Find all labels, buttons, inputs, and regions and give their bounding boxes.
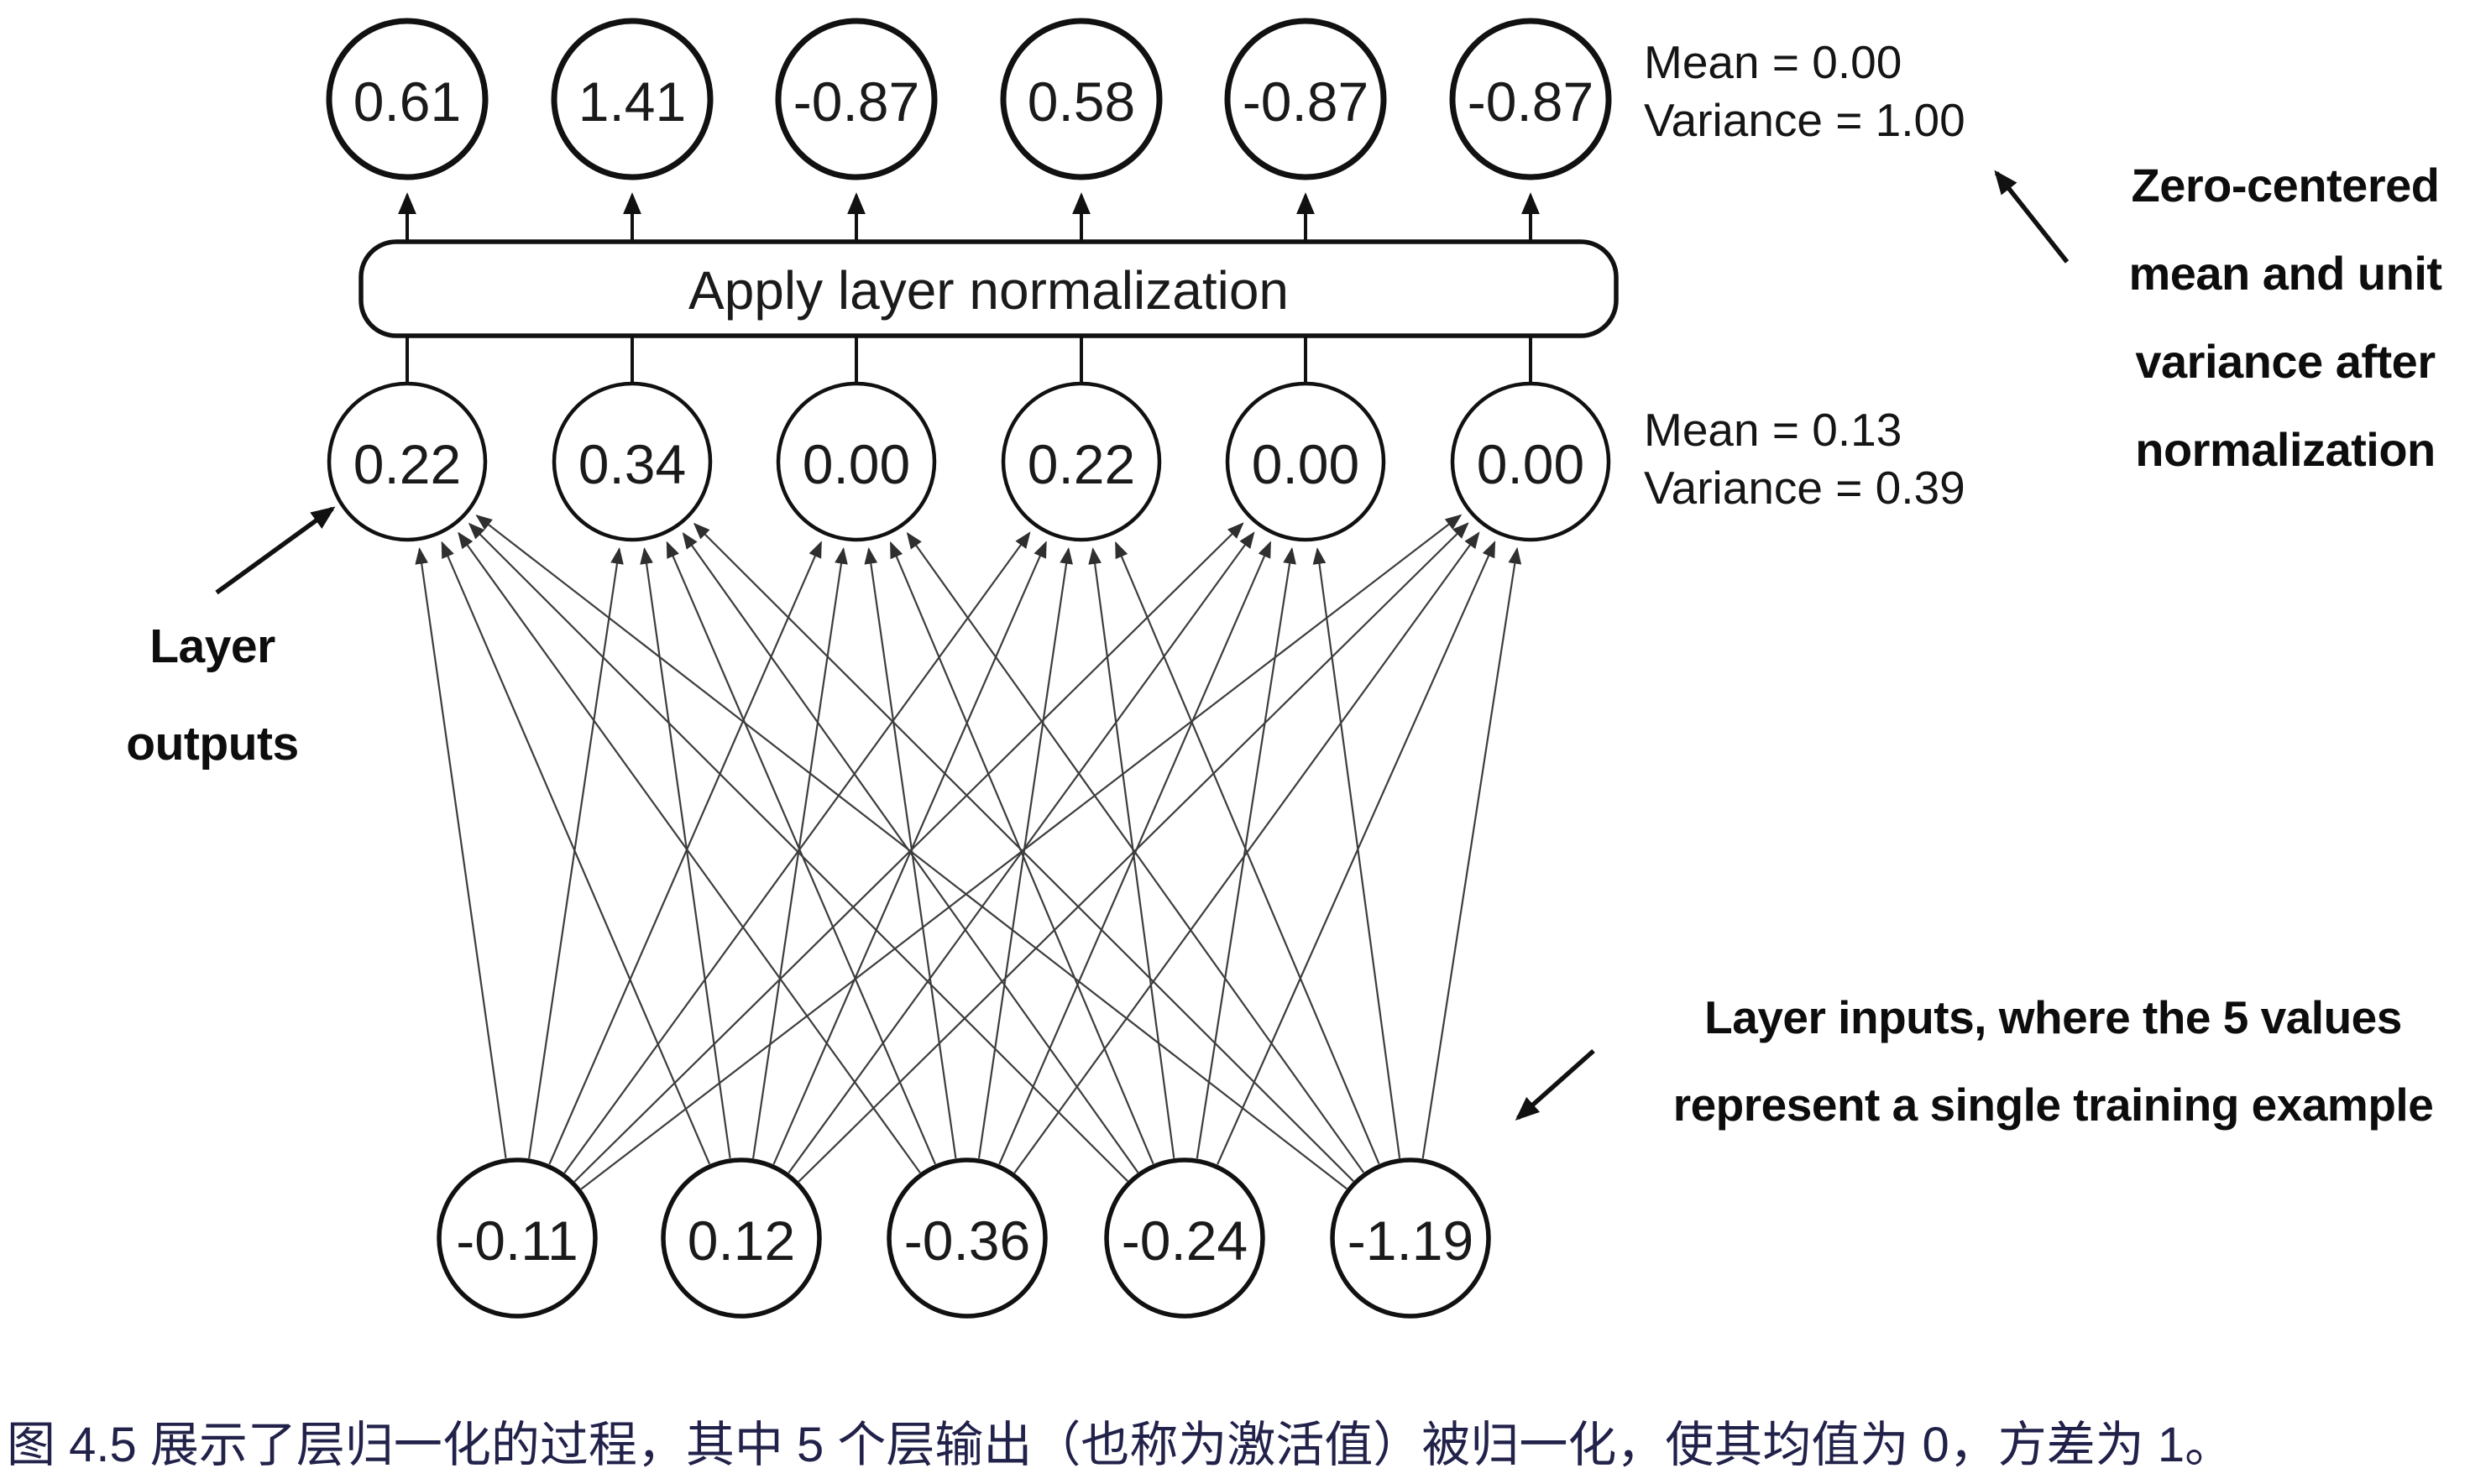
layer-input-value: 0.12	[688, 1210, 795, 1272]
layer-input-value: -0.24	[1122, 1210, 1248, 1272]
normalized-output-value: -0.87	[1243, 71, 1368, 133]
layer-output-node	[1001, 381, 1162, 542]
normalized-output-node	[1224, 18, 1387, 180]
layer-output-value: 0.00	[803, 433, 910, 495]
layer-output-value: 0.00	[1477, 433, 1584, 495]
mean-after-value: Mean = 0.00	[1644, 36, 1902, 88]
layer-input-node	[661, 1157, 822, 1319]
connection-edge	[752, 546, 848, 1159]
layer-outputs-annotation-line: outputs	[126, 717, 299, 771]
layer-input-node	[887, 1157, 1048, 1319]
layer-outputs-annotation-line: Layer	[149, 619, 275, 673]
zero-centered-annotation-line: mean and unit	[2128, 247, 2442, 300]
connection-edge	[563, 531, 1031, 1173]
layer-input-node	[1104, 1157, 1265, 1319]
normalized-output-node	[1449, 18, 1612, 180]
normalized-output-node	[775, 18, 938, 180]
normalized-output-value: 1.41	[578, 71, 686, 133]
layer-output-node	[552, 381, 713, 542]
bipartite-edges	[415, 514, 1522, 1190]
connection-edge	[528, 546, 624, 1159]
layer-input-node	[437, 1157, 598, 1319]
connection-edge	[458, 531, 921, 1173]
node-circles: 0.61 1.41 -0.87 0.58 -0.87 -0.87 0.22 0.34 0.00 0…	[326, 18, 1612, 1319]
layer-output-node	[1450, 381, 1611, 542]
connection-edge	[573, 522, 1244, 1183]
layer-input-value: -0.36	[904, 1210, 1030, 1272]
layer-output-node	[1225, 381, 1386, 542]
figure-caption: 图 4.5 展示了层归一化的过程，其中 5 个层输出（也称为激活值）被归一化，使…	[7, 1418, 2234, 1472]
connection-edge	[441, 541, 711, 1165]
layer-input-value: -1.19	[1348, 1210, 1473, 1272]
connection-edge	[1088, 547, 1175, 1158]
layer-inputs-annotation: Layer inputs, where the 5 values represen…	[1644, 974, 2462, 1148]
layer-input-node	[1330, 1157, 1491, 1319]
annotation-arrows	[215, 170, 2070, 1121]
normalized-output-value: -0.87	[1468, 71, 1593, 133]
connection-edge	[468, 522, 1128, 1182]
normalized-output-value: 0.61	[353, 71, 461, 133]
layer-outputs-arrow	[215, 506, 336, 595]
layer-input-value: -0.11	[456, 1210, 578, 1272]
layer-inputs-annotation-line: represent a single training example	[1672, 1079, 2434, 1131]
variance-after-value: Variance = 1.00	[1644, 94, 1965, 146]
zero-centered-annotation-line: variance after	[2135, 335, 2436, 388]
mean-before-value: Mean = 0.13	[1644, 404, 1902, 456]
normalization-box-label: Apply layer normalization	[688, 260, 1289, 321]
normalized-output-value: 0.58	[1028, 71, 1135, 133]
connection-edge	[1421, 546, 1522, 1159]
stats-after-normalization: Mean = 0.00 Variance = 1.00	[1644, 34, 1965, 149]
layer-output-value: 0.22	[1028, 433, 1135, 495]
connection-edge	[1114, 541, 1380, 1165]
connection-edge	[906, 531, 1365, 1173]
layer-output-node	[327, 381, 488, 542]
layer-output-node	[776, 381, 937, 542]
layer-inputs-arrow	[1515, 1048, 1595, 1121]
normalized-output-value: -0.87	[793, 71, 919, 133]
normalized-output-node	[551, 18, 714, 180]
normalized-output-node	[326, 18, 489, 180]
normalization-box-group: Apply layer normalization	[358, 239, 1619, 338]
layer-inputs-annotation-line: Layer inputs, where the 5 values	[1704, 991, 2402, 1043]
stats-before-normalization: Mean = 0.13 Variance = 0.39	[1644, 401, 1965, 517]
connection-edge	[889, 541, 1154, 1165]
connection-edge	[1217, 541, 1496, 1165]
normalized-output-node	[1000, 18, 1163, 180]
layer-output-value: 0.34	[578, 433, 686, 495]
layer-outputs-annotation: Layer outputs	[74, 598, 351, 792]
connection-edge	[666, 541, 937, 1165]
connection-edge	[693, 522, 1354, 1182]
zero-centered-arrow	[1994, 170, 2070, 264]
connection-edge	[640, 547, 731, 1159]
variance-before-value: Variance = 0.39	[1644, 462, 1965, 514]
box-connectors	[398, 192, 1540, 382]
connection-edge	[415, 547, 507, 1159]
connection-edge	[1312, 547, 1401, 1159]
connection-edge	[1196, 546, 1296, 1159]
connection-edge	[475, 515, 1348, 1190]
layer-output-value: 0.00	[1252, 433, 1359, 495]
layer-output-value: 0.22	[353, 433, 461, 495]
zero-centered-annotation-line: Zero-centered	[2131, 159, 2440, 212]
connection-edge	[548, 541, 823, 1165]
normalization-box	[358, 239, 1619, 338]
zero-centered-annotation-line: normalization	[2135, 423, 2436, 476]
zero-centered-annotation: Zero-centered mean and unit variance after…	[2105, 141, 2466, 494]
connection-edge	[682, 531, 1139, 1173]
